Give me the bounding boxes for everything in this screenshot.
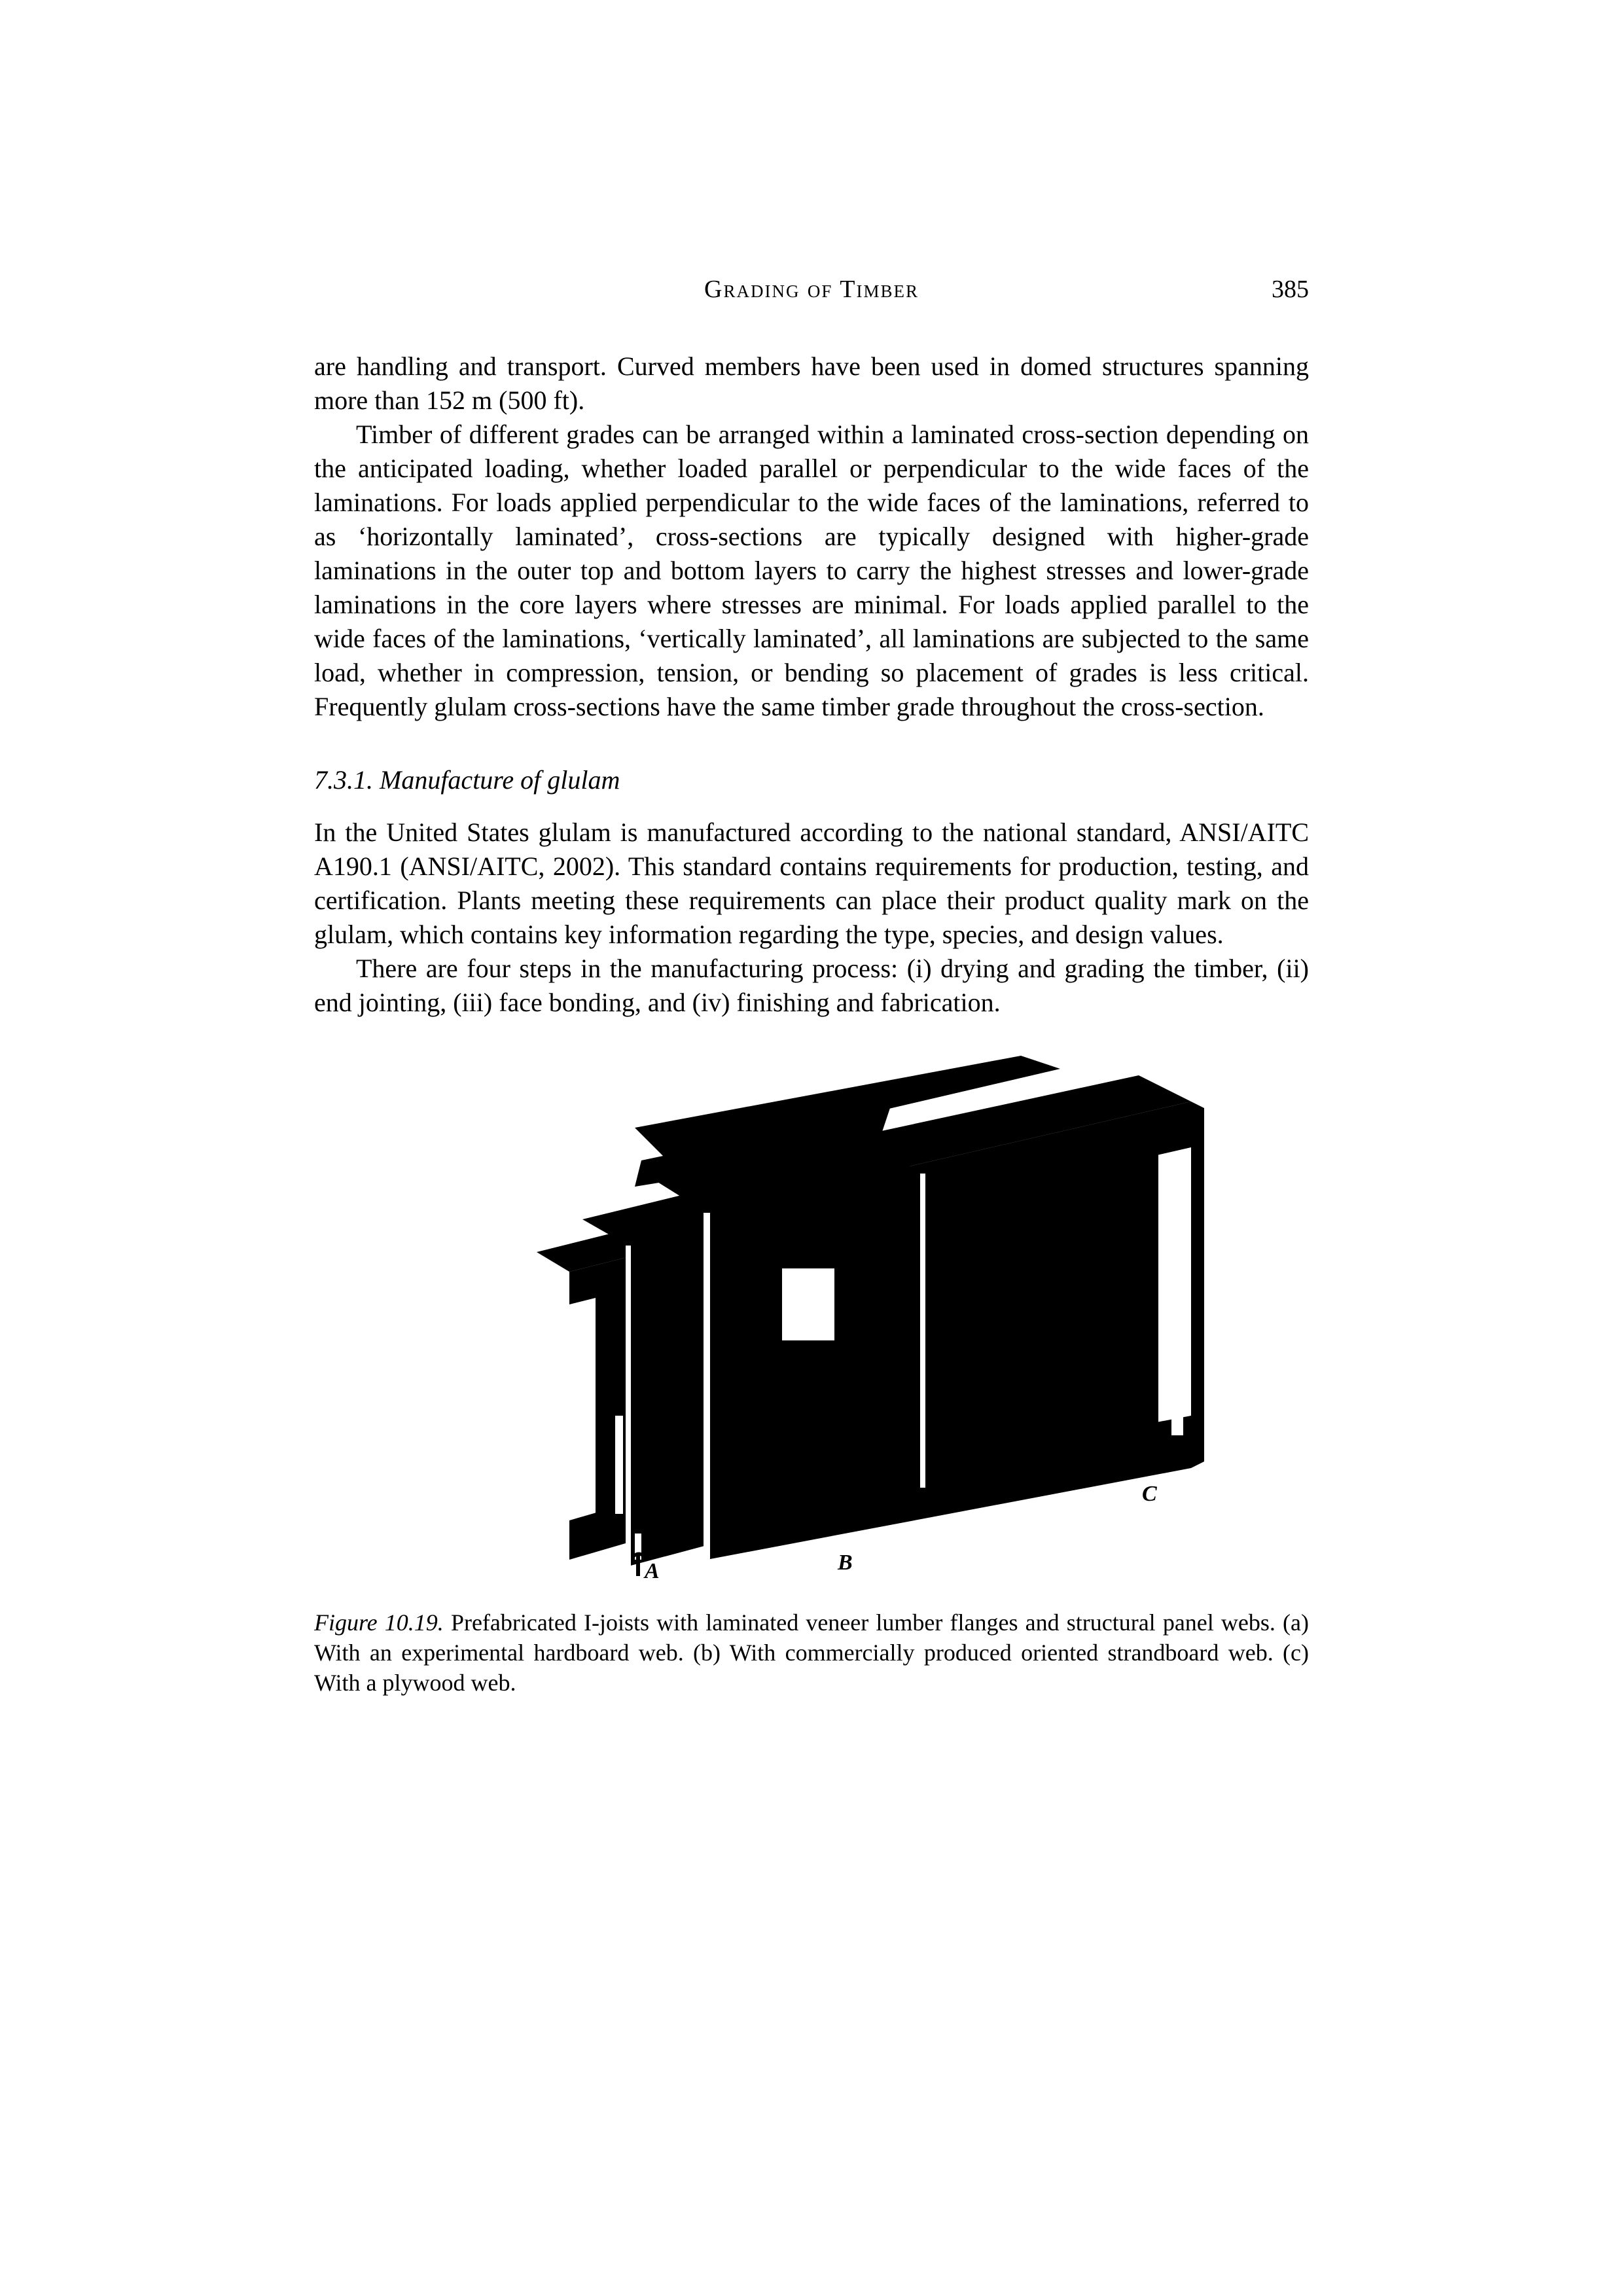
paragraph-continuation: are handling and transport. Curved membe… [314, 350, 1309, 418]
section-title: Manufacture of glulam [380, 765, 620, 795]
running-head-title: Grading of Timber [563, 275, 1060, 304]
section-number: 7.3.1. [314, 765, 373, 795]
page: Grading of Timber 385 are handling and t… [0, 0, 1623, 2296]
figure-caption-label: Figure 10.19. [314, 1609, 444, 1636]
running-head: Grading of Timber 385 [314, 275, 1309, 304]
section-heading: 7.3.1. Manufacture of glulam [314, 763, 1309, 797]
figure-label-b: B [837, 1551, 853, 1575]
figure: A B C Figure 10.19. Prefabricated I-jois… [314, 1049, 1309, 1698]
paragraph: Timber of different grades can be arrang… [314, 418, 1309, 724]
page-number: 385 [1060, 275, 1309, 304]
figure-illustration: A B C [419, 1049, 1204, 1586]
body-text: are handling and transport. Curved membe… [314, 350, 1309, 1020]
paragraph: In the United States glulam is manufactu… [314, 816, 1309, 952]
figure-label-c: C [1142, 1482, 1157, 1506]
figure-caption-text: Prefabricated I-joists with laminated ve… [314, 1609, 1309, 1696]
figure-label-a: A [643, 1559, 660, 1583]
joist-a [537, 1213, 726, 1560]
figure-caption: Figure 10.19. Prefabricated I-joists wit… [314, 1607, 1309, 1698]
paragraph: There are four steps in the manufacturin… [314, 952, 1309, 1020]
